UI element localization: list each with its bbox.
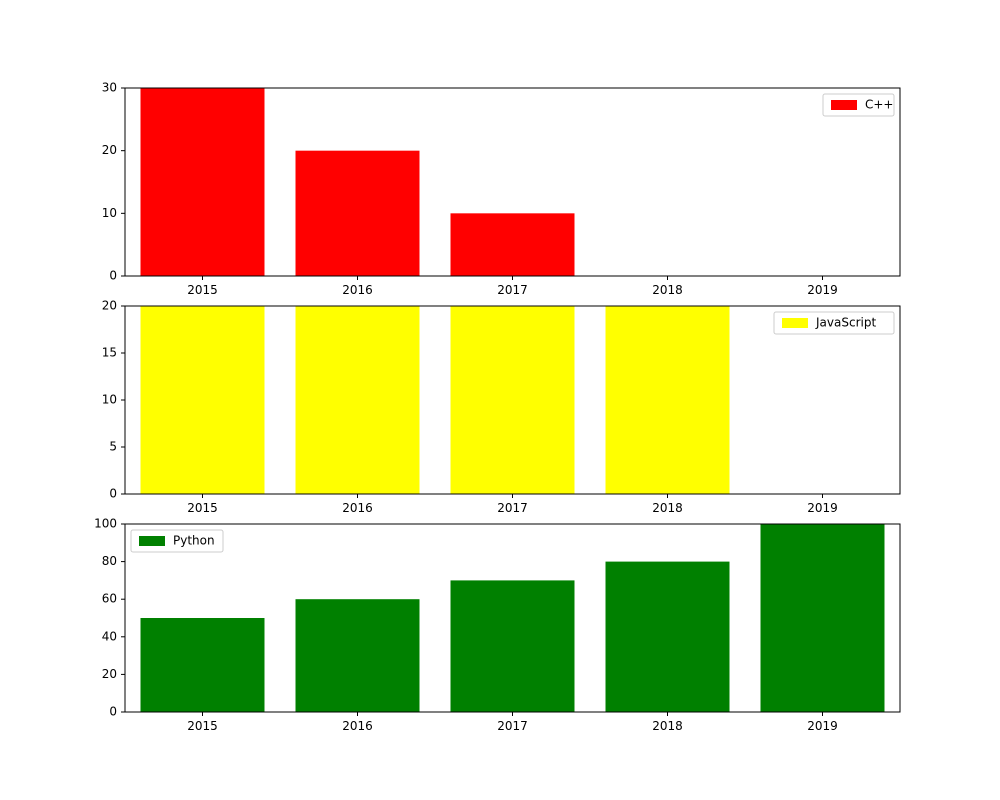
legend: Python — [131, 530, 223, 552]
xtick-label: 2017 — [497, 501, 528, 515]
ytick-label: 0 — [109, 269, 117, 283]
ytick-label: 0 — [109, 705, 117, 719]
xtick-label: 2016 — [342, 501, 373, 515]
bar — [451, 580, 575, 712]
legend: C++ — [823, 94, 894, 116]
ytick-label: 100 — [94, 517, 117, 531]
subplot-python: 0 20 40 60 80 100 2015 2016 2017 2018 2019 Python — [94, 517, 900, 734]
xtick-label: 2015 — [187, 719, 218, 733]
xtick-label: 2018 — [652, 501, 683, 515]
ytick-label: 80 — [102, 554, 117, 568]
bar — [761, 524, 885, 712]
legend-swatch — [139, 536, 165, 546]
xtick-label: 2018 — [652, 719, 683, 733]
ytick-label: 20 — [102, 667, 117, 681]
ytick-label: 5 — [109, 440, 117, 454]
legend-label: Python — [173, 534, 215, 548]
bar — [141, 618, 265, 712]
ytick-label: 20 — [102, 143, 117, 157]
bar — [141, 306, 265, 494]
ytick-label: 10 — [102, 206, 117, 220]
subplot-javascript: 0 5 10 15 20 2015 2016 2017 2018 2019 JavaScript — [102, 299, 900, 516]
bar — [451, 306, 575, 494]
legend-swatch — [782, 318, 808, 328]
xtick-label: 2016 — [342, 719, 373, 733]
bar — [606, 306, 730, 494]
ytick-label: 20 — [102, 299, 117, 313]
subplot-cpp: 0 10 20 30 2015 2016 2017 2018 2019 C++ — [102, 81, 900, 298]
chart-svg: 0 10 20 30 2015 2016 2017 2018 2019 C++ 0 5 10 15 20 20… — [0, 0, 1000, 800]
xtick-label: 2015 — [187, 501, 218, 515]
xtick-label: 2017 — [497, 283, 528, 297]
bar — [141, 88, 265, 276]
xtick-label: 2019 — [807, 719, 838, 733]
bar — [296, 151, 420, 276]
ytick-label: 10 — [102, 393, 117, 407]
legend-swatch — [831, 100, 857, 110]
xtick-label: 2017 — [497, 719, 528, 733]
xtick-label: 2019 — [807, 501, 838, 515]
xtick-label: 2018 — [652, 283, 683, 297]
ytick-label: 60 — [102, 592, 117, 606]
ytick-label: 40 — [102, 629, 117, 643]
legend-label: C++ — [865, 98, 894, 112]
ytick-label: 15 — [102, 346, 117, 360]
bar — [606, 562, 730, 712]
legend-label: JavaScript — [815, 316, 876, 330]
xtick-label: 2016 — [342, 283, 373, 297]
ytick-label: 30 — [102, 81, 117, 95]
xtick-label: 2015 — [187, 283, 218, 297]
chart-figure: 0 10 20 30 2015 2016 2017 2018 2019 C++ 0 5 10 15 20 20… — [0, 0, 1000, 800]
bar — [296, 599, 420, 712]
bar — [296, 306, 420, 494]
ytick-label: 0 — [109, 487, 117, 501]
bar — [451, 213, 575, 276]
xtick-label: 2019 — [807, 283, 838, 297]
legend: JavaScript — [774, 312, 894, 334]
